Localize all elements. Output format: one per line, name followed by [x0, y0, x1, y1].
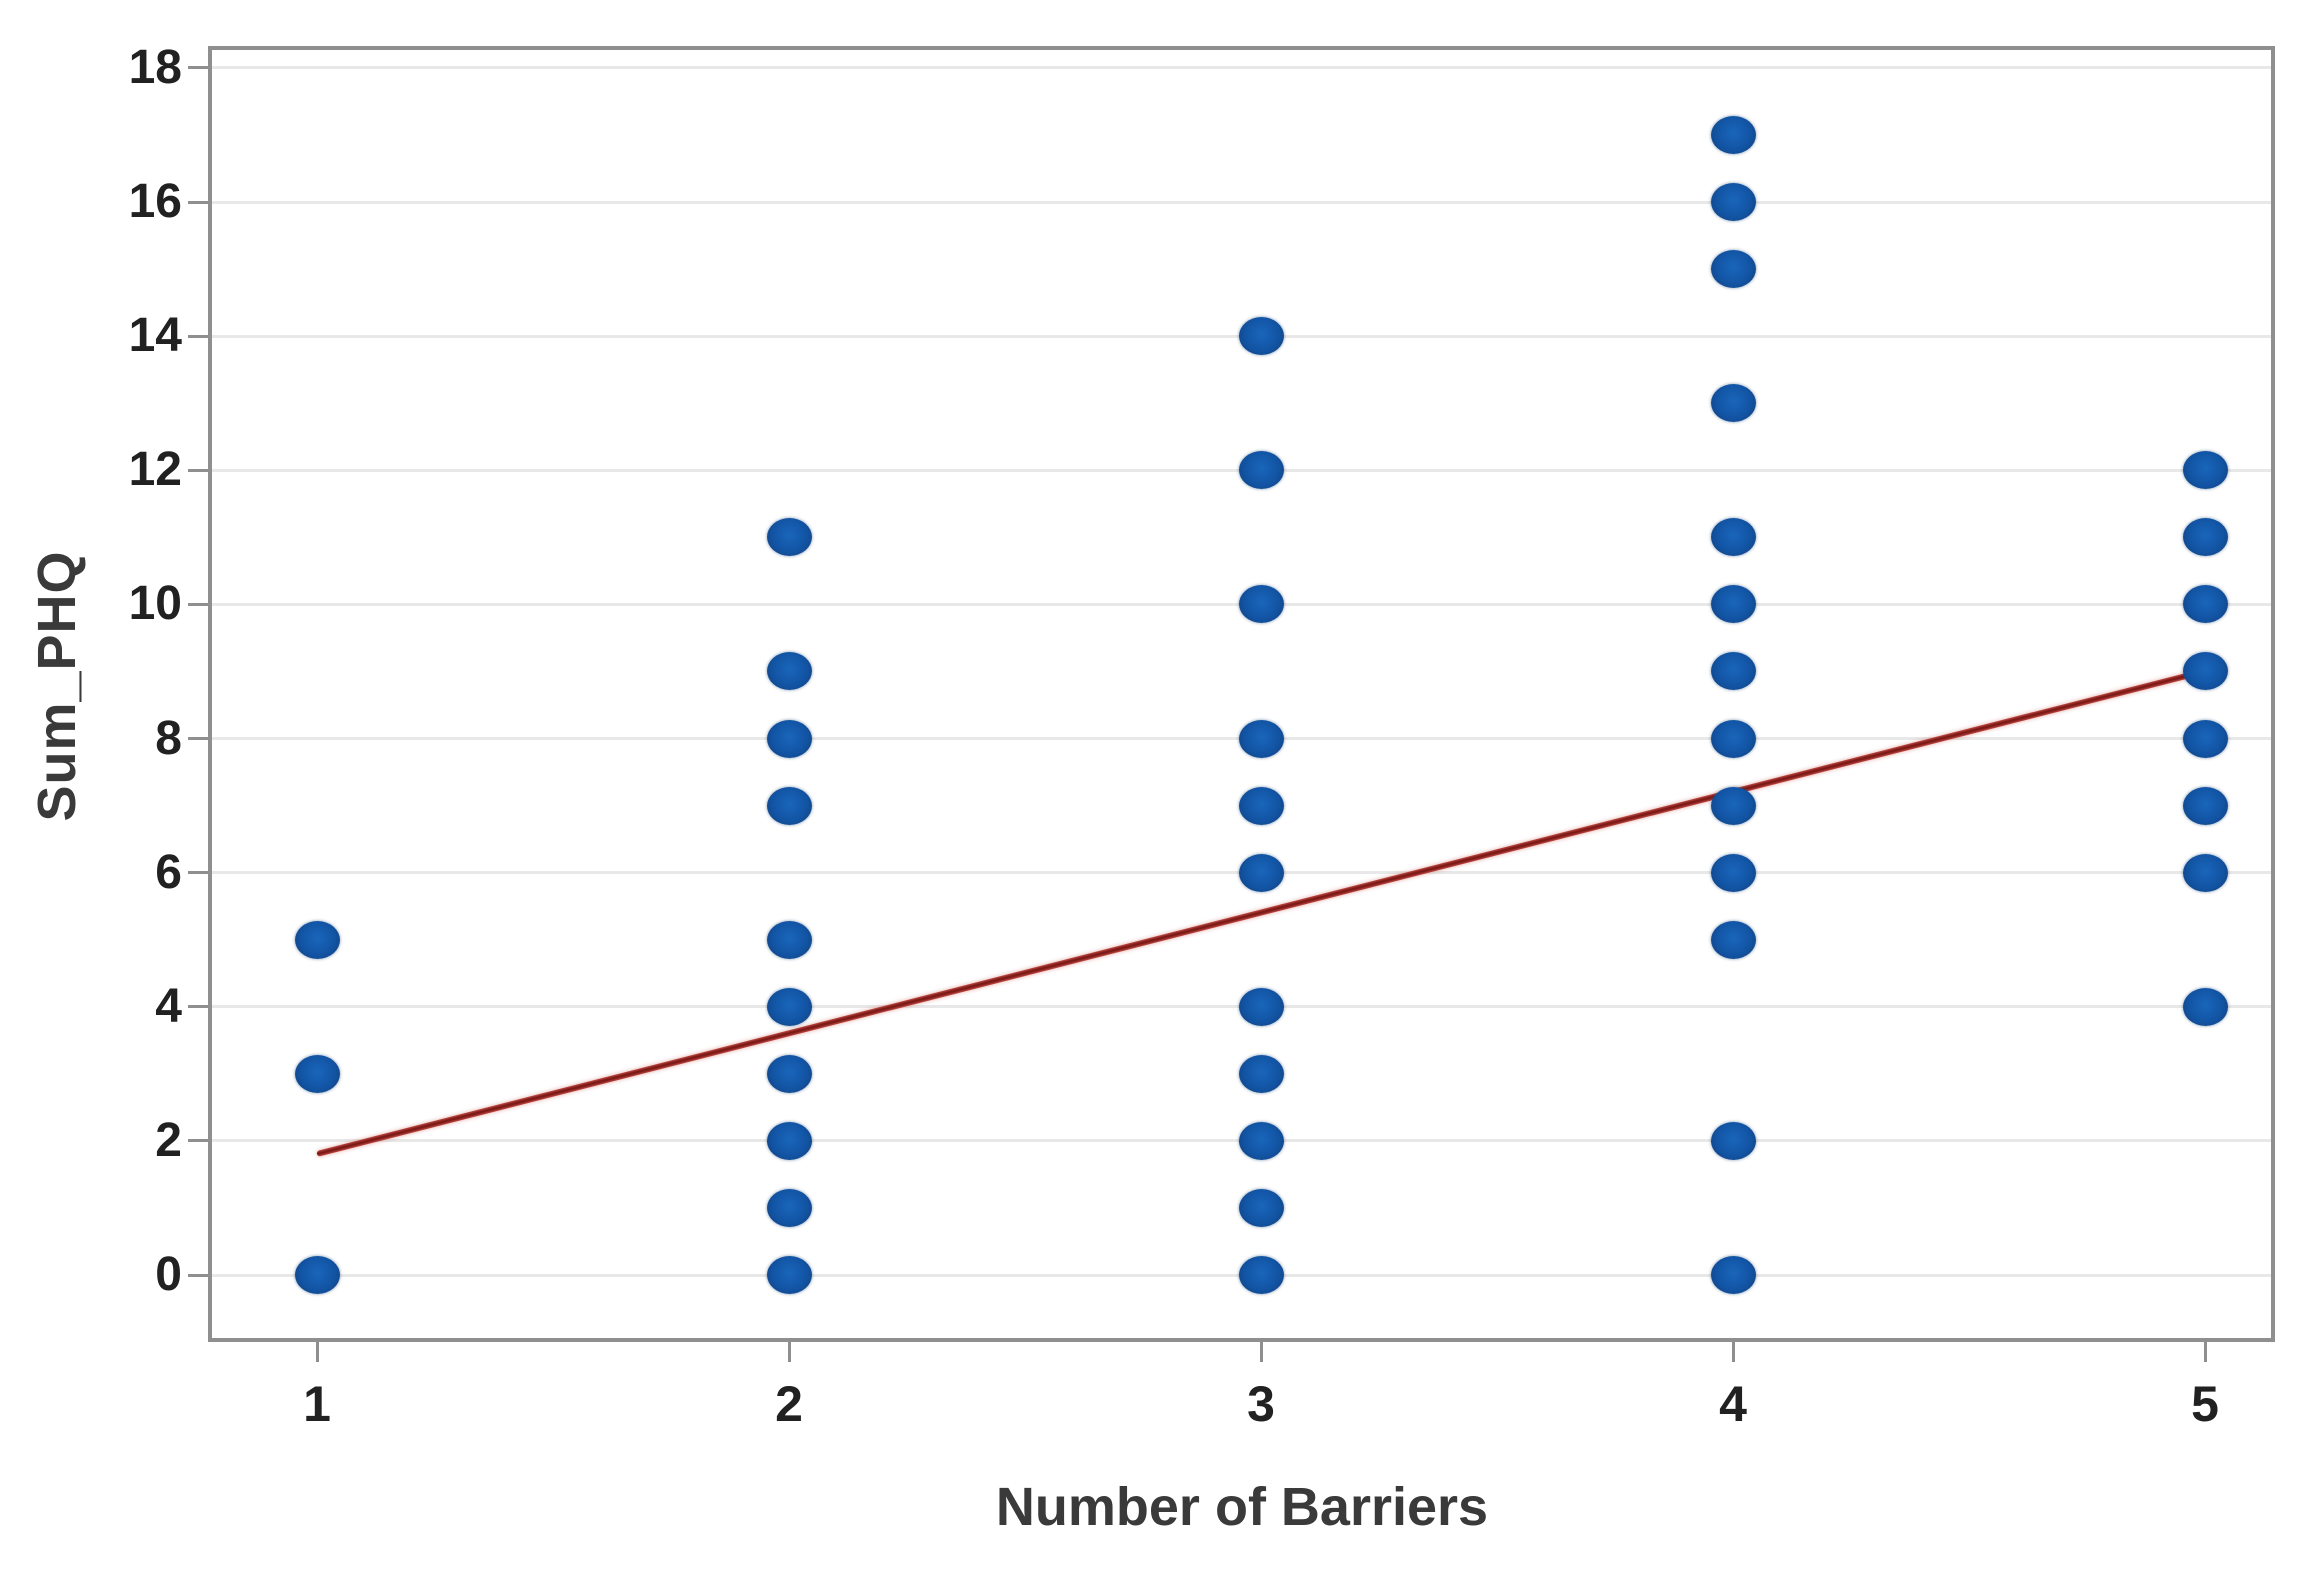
data-point	[1710, 920, 1756, 959]
y-tick	[188, 1139, 208, 1143]
data-point	[1710, 1121, 1756, 1160]
data-point	[766, 652, 812, 691]
data-point	[1710, 115, 1756, 154]
data-point	[766, 786, 812, 825]
x-tick	[787, 1342, 791, 1362]
data-point	[1710, 853, 1756, 892]
data-point	[1238, 1121, 1284, 1160]
data-point	[2182, 518, 2228, 557]
y-tick	[188, 468, 208, 472]
data-point	[1710, 719, 1756, 758]
data-point	[2182, 451, 2228, 490]
x-tick-label: 2	[775, 1376, 803, 1432]
y-tick	[188, 602, 208, 606]
y-tick	[188, 1005, 208, 1009]
data-point	[1710, 786, 1756, 825]
data-point	[1710, 518, 1756, 557]
data-point	[1710, 585, 1756, 624]
gridline	[212, 200, 2271, 204]
y-tick	[188, 334, 208, 338]
data-point	[1238, 1188, 1284, 1227]
data-point	[766, 1188, 812, 1227]
data-point	[1238, 719, 1284, 758]
y-tick-label: 14	[128, 309, 182, 363]
x-tick	[1259, 1342, 1263, 1362]
data-point	[1238, 585, 1284, 624]
x-tick-label: 3	[1247, 1376, 1275, 1432]
data-point	[1238, 317, 1284, 356]
data-point	[766, 1054, 812, 1093]
data-point	[766, 1121, 812, 1160]
data-point	[1238, 451, 1284, 490]
x-tick	[1731, 1342, 1735, 1362]
y-tick-label: 0	[155, 1248, 182, 1301]
data-point	[294, 1256, 340, 1294]
data-point	[1238, 786, 1284, 825]
y-tick	[188, 737, 208, 741]
x-tick	[2203, 1342, 2207, 1362]
data-point	[2182, 719, 2228, 758]
data-point	[1710, 1256, 1756, 1294]
y-tick	[188, 66, 208, 70]
data-point	[766, 719, 812, 758]
y-tick-label: 6	[155, 845, 182, 899]
data-point	[1710, 183, 1756, 222]
x-axis-title: Number of Barriers	[995, 1477, 1489, 1537]
data-point	[2182, 652, 2228, 691]
x-tick	[315, 1342, 319, 1362]
data-point	[2182, 786, 2228, 825]
data-point	[1238, 1054, 1284, 1093]
y-axis-title: Sum_PHQ	[27, 550, 87, 822]
data-point	[766, 920, 812, 959]
data-point	[294, 920, 340, 959]
y-tick-label: 12	[128, 443, 182, 497]
data-point	[1710, 250, 1756, 289]
gridline	[212, 66, 2271, 70]
data-point	[1710, 652, 1756, 691]
data-point	[766, 987, 812, 1026]
x-tick-label: 1	[303, 1376, 331, 1432]
y-tick-label: 2	[155, 1113, 182, 1167]
data-point	[1238, 987, 1284, 1026]
plot-area	[208, 46, 2275, 1342]
data-point	[1710, 384, 1756, 423]
y-tick-label: 10	[128, 577, 182, 631]
data-point	[294, 1054, 340, 1093]
data-point	[766, 518, 812, 557]
x-tick-label: 4	[1719, 1376, 1747, 1432]
y-tick-label: 8	[155, 711, 182, 765]
y-tick-label: 16	[128, 175, 182, 229]
y-tick	[188, 1273, 208, 1277]
y-tick	[188, 200, 208, 204]
y-tick-label: 4	[155, 979, 182, 1033]
y-tick	[188, 871, 208, 875]
data-point	[2182, 987, 2228, 1026]
data-point	[2182, 853, 2228, 892]
x-tick-label: 5	[2191, 1376, 2219, 1432]
data-point	[2182, 585, 2228, 624]
data-point	[766, 1256, 812, 1294]
data-point	[1238, 1256, 1284, 1294]
y-tick-label: 18	[128, 40, 182, 94]
data-point	[1238, 853, 1284, 892]
